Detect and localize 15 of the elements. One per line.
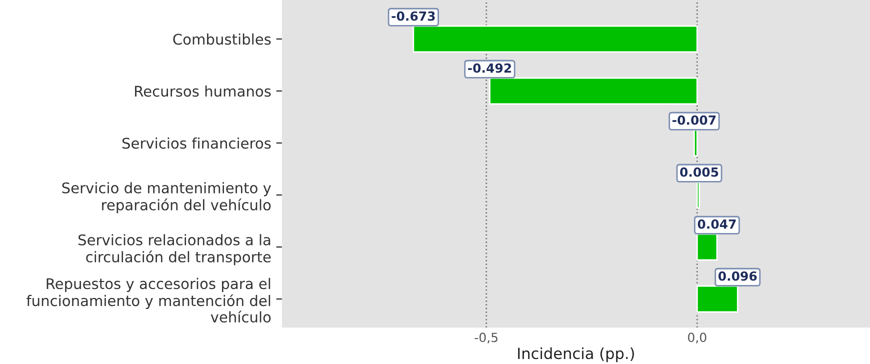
y-tick-label: Servicios relacionados a la circulación del transporte — [78, 234, 271, 266]
data-label: -0.007 — [672, 115, 716, 125]
y-tick-label: Recursos humanos — [135, 85, 271, 97]
x-axis-title: Incidencia (pp.) — [518, 347, 634, 362]
y-tick-label: Servicios financieros — [122, 137, 271, 149]
x-tick-label: 0,0 — [688, 332, 706, 344]
data-label: 0.005 — [680, 167, 718, 177]
y-tick-label: Servicio de mantenimiento y reparación del vehículo — [62, 182, 272, 214]
y-tick-label: Repuestos y accesorios para el funcionamiento y mantención del vehículo — [26, 278, 271, 323]
y-tick-label: Combustibles — [173, 33, 271, 45]
data-label: -0.673 — [392, 11, 435, 21]
data-label: -0.492 — [468, 63, 512, 73]
data-label: 0.096 — [718, 271, 757, 281]
x-tick-label: -0,5 — [474, 332, 498, 344]
data-label: 0.047 — [698, 219, 736, 229]
